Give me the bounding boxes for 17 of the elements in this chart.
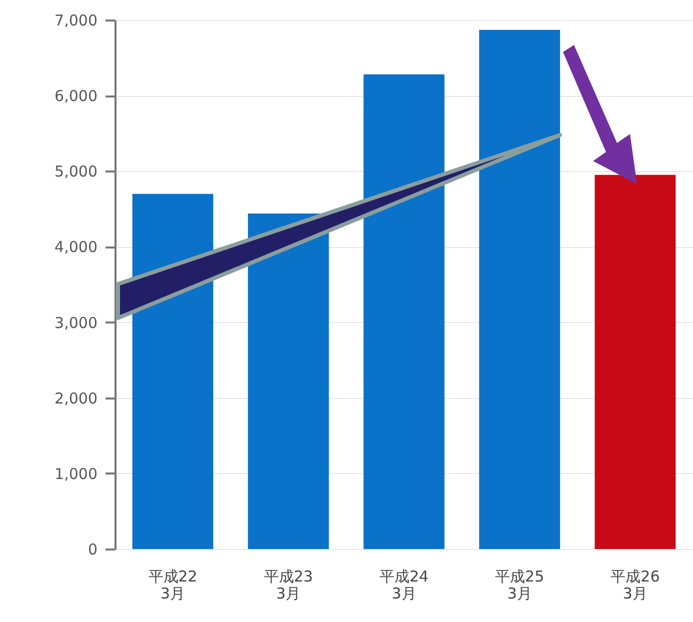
bar (364, 74, 444, 549)
y-tick-label: 3,000 (54, 314, 98, 332)
x-tick-label: 平成24 3月 (379, 568, 429, 602)
y-tick-label: 4,000 (54, 238, 98, 256)
bar (248, 213, 329, 549)
bar (132, 194, 214, 549)
x-tick-label: 平成25 3月 (495, 568, 544, 602)
y-tick-label: 1,000 (54, 464, 98, 483)
x-tick-label: 平成22 3月 (148, 568, 198, 602)
y-tick-label: 7,000 (54, 12, 98, 30)
x-tick-label: 平成23 3月 (264, 568, 313, 602)
y-tick-label: 2,000 (54, 389, 98, 408)
x-tick-label: 平成26 3月 (610, 568, 660, 602)
y-tick-label: 6,000 (54, 87, 98, 106)
bar (479, 30, 560, 549)
y-tick-label: 5,000 (54, 162, 98, 181)
y-tick-label: 0 (88, 540, 98, 558)
